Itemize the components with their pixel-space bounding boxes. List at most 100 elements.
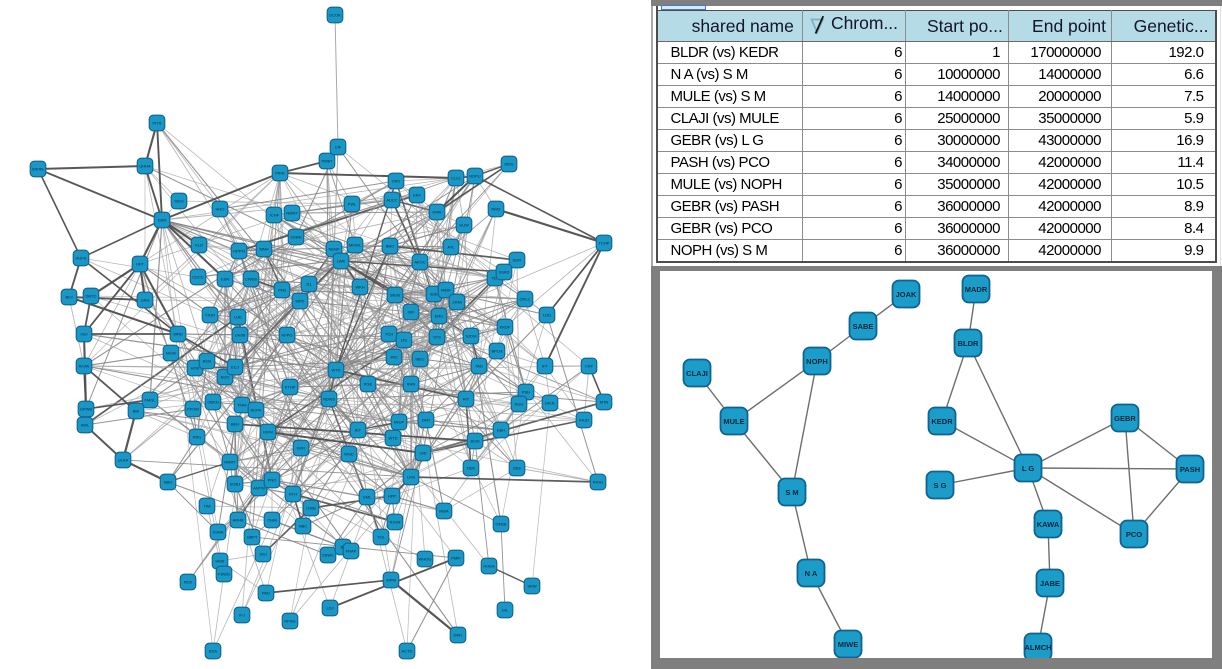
svg-text:KTH: KTH bbox=[289, 492, 297, 497]
svg-text:MNH: MNH bbox=[259, 247, 268, 252]
svg-text:UKT: UKT bbox=[136, 262, 145, 267]
svg-text:DIRJ: DIRJ bbox=[454, 633, 463, 638]
svg-text:AUCC: AUCC bbox=[386, 198, 397, 203]
svg-text:PITS: PITS bbox=[153, 121, 162, 126]
svg-text:BFJ: BFJ bbox=[65, 295, 72, 300]
svg-text:SSJ: SSJ bbox=[259, 552, 266, 557]
svg-text:LDJ: LDJ bbox=[326, 606, 333, 611]
svg-text:PAD: PAD bbox=[262, 591, 270, 596]
svg-text:WKRE: WKRE bbox=[32, 167, 44, 172]
svg-text:RIT: RIT bbox=[463, 397, 470, 402]
svg-text:KFPO: KFPO bbox=[282, 333, 293, 338]
svg-text:BLDR: BLDR bbox=[958, 339, 979, 348]
svg-text:PMIF: PMIF bbox=[451, 556, 461, 561]
svg-text:RIOG: RIOG bbox=[593, 480, 603, 485]
svg-text:BPLM: BPLM bbox=[492, 349, 503, 354]
svg-text:NCPK: NCPK bbox=[250, 408, 261, 413]
svg-text:WGD: WGD bbox=[344, 452, 354, 457]
svg-text:IFT: IFT bbox=[542, 364, 549, 369]
svg-text:SRW: SRW bbox=[527, 584, 536, 589]
svg-text:IHUD: IHUD bbox=[579, 418, 589, 423]
svg-text:KLD: KLD bbox=[195, 243, 203, 248]
svg-text:BCM: BCM bbox=[471, 439, 480, 444]
svg-text:EDA: EDA bbox=[209, 649, 218, 654]
svg-text:FSWG: FSWG bbox=[218, 572, 230, 577]
svg-text:CDCC: CDCC bbox=[192, 275, 204, 280]
svg-text:BBI: BBI bbox=[133, 409, 139, 414]
svg-text:GPWB: GPWB bbox=[80, 407, 93, 412]
svg-text:DIL: DIL bbox=[502, 608, 509, 613]
svg-text:RMRT: RMRT bbox=[224, 460, 236, 465]
svg-text:AWL: AWL bbox=[81, 423, 90, 428]
svg-text:N A: N A bbox=[805, 569, 818, 578]
svg-text:MKWL: MKWL bbox=[349, 243, 362, 248]
svg-text:NHJK: NHJK bbox=[166, 351, 177, 356]
svg-text:PASH: PASH bbox=[1180, 465, 1200, 474]
svg-text:PNO: PNO bbox=[268, 478, 277, 483]
svg-text:DSR: DSR bbox=[158, 218, 167, 223]
svg-text:DMT: DMT bbox=[422, 418, 431, 423]
svg-text:EKR: EKR bbox=[297, 446, 305, 451]
svg-text:IBEC: IBEC bbox=[415, 357, 424, 362]
svg-text:HUFK: HUFK bbox=[76, 256, 87, 261]
svg-text:WPM: WPM bbox=[386, 578, 396, 583]
svg-text:WKH: WKH bbox=[355, 285, 364, 290]
svg-text:WTD: WTD bbox=[388, 436, 397, 441]
svg-text:IFJ: IFJ bbox=[239, 613, 245, 618]
svg-text:FPOM: FPOM bbox=[187, 407, 199, 412]
svg-text:S M: S M bbox=[785, 488, 798, 497]
svg-text:CWEB: CWEB bbox=[245, 277, 257, 282]
svg-text:AKOC: AKOC bbox=[414, 260, 425, 265]
svg-text:GML: GML bbox=[363, 495, 372, 500]
svg-text:MIWE: MIWE bbox=[838, 640, 858, 649]
svg-text:OEKN: OEKN bbox=[207, 400, 218, 405]
svg-text:KKDF: KKDF bbox=[500, 325, 511, 330]
svg-text:NDK: NDK bbox=[467, 466, 476, 471]
svg-text:BBO: BBO bbox=[386, 244, 394, 249]
svg-text:NMNT: NMNT bbox=[286, 211, 298, 216]
svg-text:MTN: MTN bbox=[600, 400, 609, 405]
svg-text:PGE: PGE bbox=[364, 382, 373, 387]
svg-text:ERU: ERU bbox=[435, 314, 444, 319]
svg-text:UJE: UJE bbox=[234, 315, 242, 320]
svg-text:NOPH: NOPH bbox=[806, 357, 828, 366]
svg-text:NDWS: NDWS bbox=[323, 397, 336, 402]
svg-text:SOBJ: SOBJ bbox=[230, 482, 240, 487]
svg-text:CKBN: CKBN bbox=[290, 235, 301, 240]
svg-text:RJJW: RJJW bbox=[79, 364, 90, 369]
svg-text:FNAP: FNAP bbox=[346, 549, 357, 554]
svg-text:WHOG: WHOG bbox=[419, 557, 432, 562]
svg-text:SABE: SABE bbox=[853, 322, 874, 331]
svg-text:HHO: HHO bbox=[216, 207, 225, 212]
svg-text:CLAJI: CLAJI bbox=[686, 369, 708, 378]
svg-text:IDES: IDES bbox=[174, 199, 184, 204]
svg-text:IJWB: IJWB bbox=[306, 506, 316, 511]
svg-text:SJDM: SJDM bbox=[466, 334, 477, 339]
svg-text:HOEA: HOEA bbox=[483, 564, 495, 569]
svg-text:RHN: RHN bbox=[407, 382, 416, 387]
svg-text:LDD: LDD bbox=[543, 313, 551, 318]
svg-text:BJE: BJE bbox=[430, 292, 438, 297]
svg-text:GID: GID bbox=[419, 451, 426, 456]
svg-text:ULKA: ULKA bbox=[118, 458, 129, 463]
svg-text:MADR: MADR bbox=[965, 285, 988, 294]
svg-text:RMG: RMG bbox=[491, 207, 500, 212]
svg-text:RDPU: RDPU bbox=[469, 174, 480, 179]
svg-text:NFNG: NFNG bbox=[284, 619, 295, 624]
svg-text:ESN: ESN bbox=[221, 277, 229, 282]
svg-text:PWL: PWL bbox=[348, 202, 357, 207]
svg-text:IJS: IJS bbox=[401, 338, 407, 343]
svg-text:TJUR: TJUR bbox=[205, 313, 215, 318]
svg-text:KTHP: KTHP bbox=[285, 385, 296, 390]
svg-text:SSKD: SSKD bbox=[499, 270, 510, 275]
svg-text:TCH: TCH bbox=[385, 332, 393, 337]
svg-text:WTD: WTD bbox=[331, 368, 340, 373]
svg-text:CRLC: CRLC bbox=[520, 297, 531, 302]
svg-text:SSWC: SSWC bbox=[322, 553, 334, 558]
svg-text:DCOK: DCOK bbox=[329, 13, 341, 18]
svg-text:UHHA: UHHA bbox=[139, 164, 151, 169]
svg-text:JNC: JNC bbox=[390, 355, 398, 360]
svg-text:PMBT: PMBT bbox=[321, 159, 333, 164]
svg-text:L G: L G bbox=[1022, 464, 1035, 473]
svg-text:TIM: TIM bbox=[204, 504, 211, 509]
